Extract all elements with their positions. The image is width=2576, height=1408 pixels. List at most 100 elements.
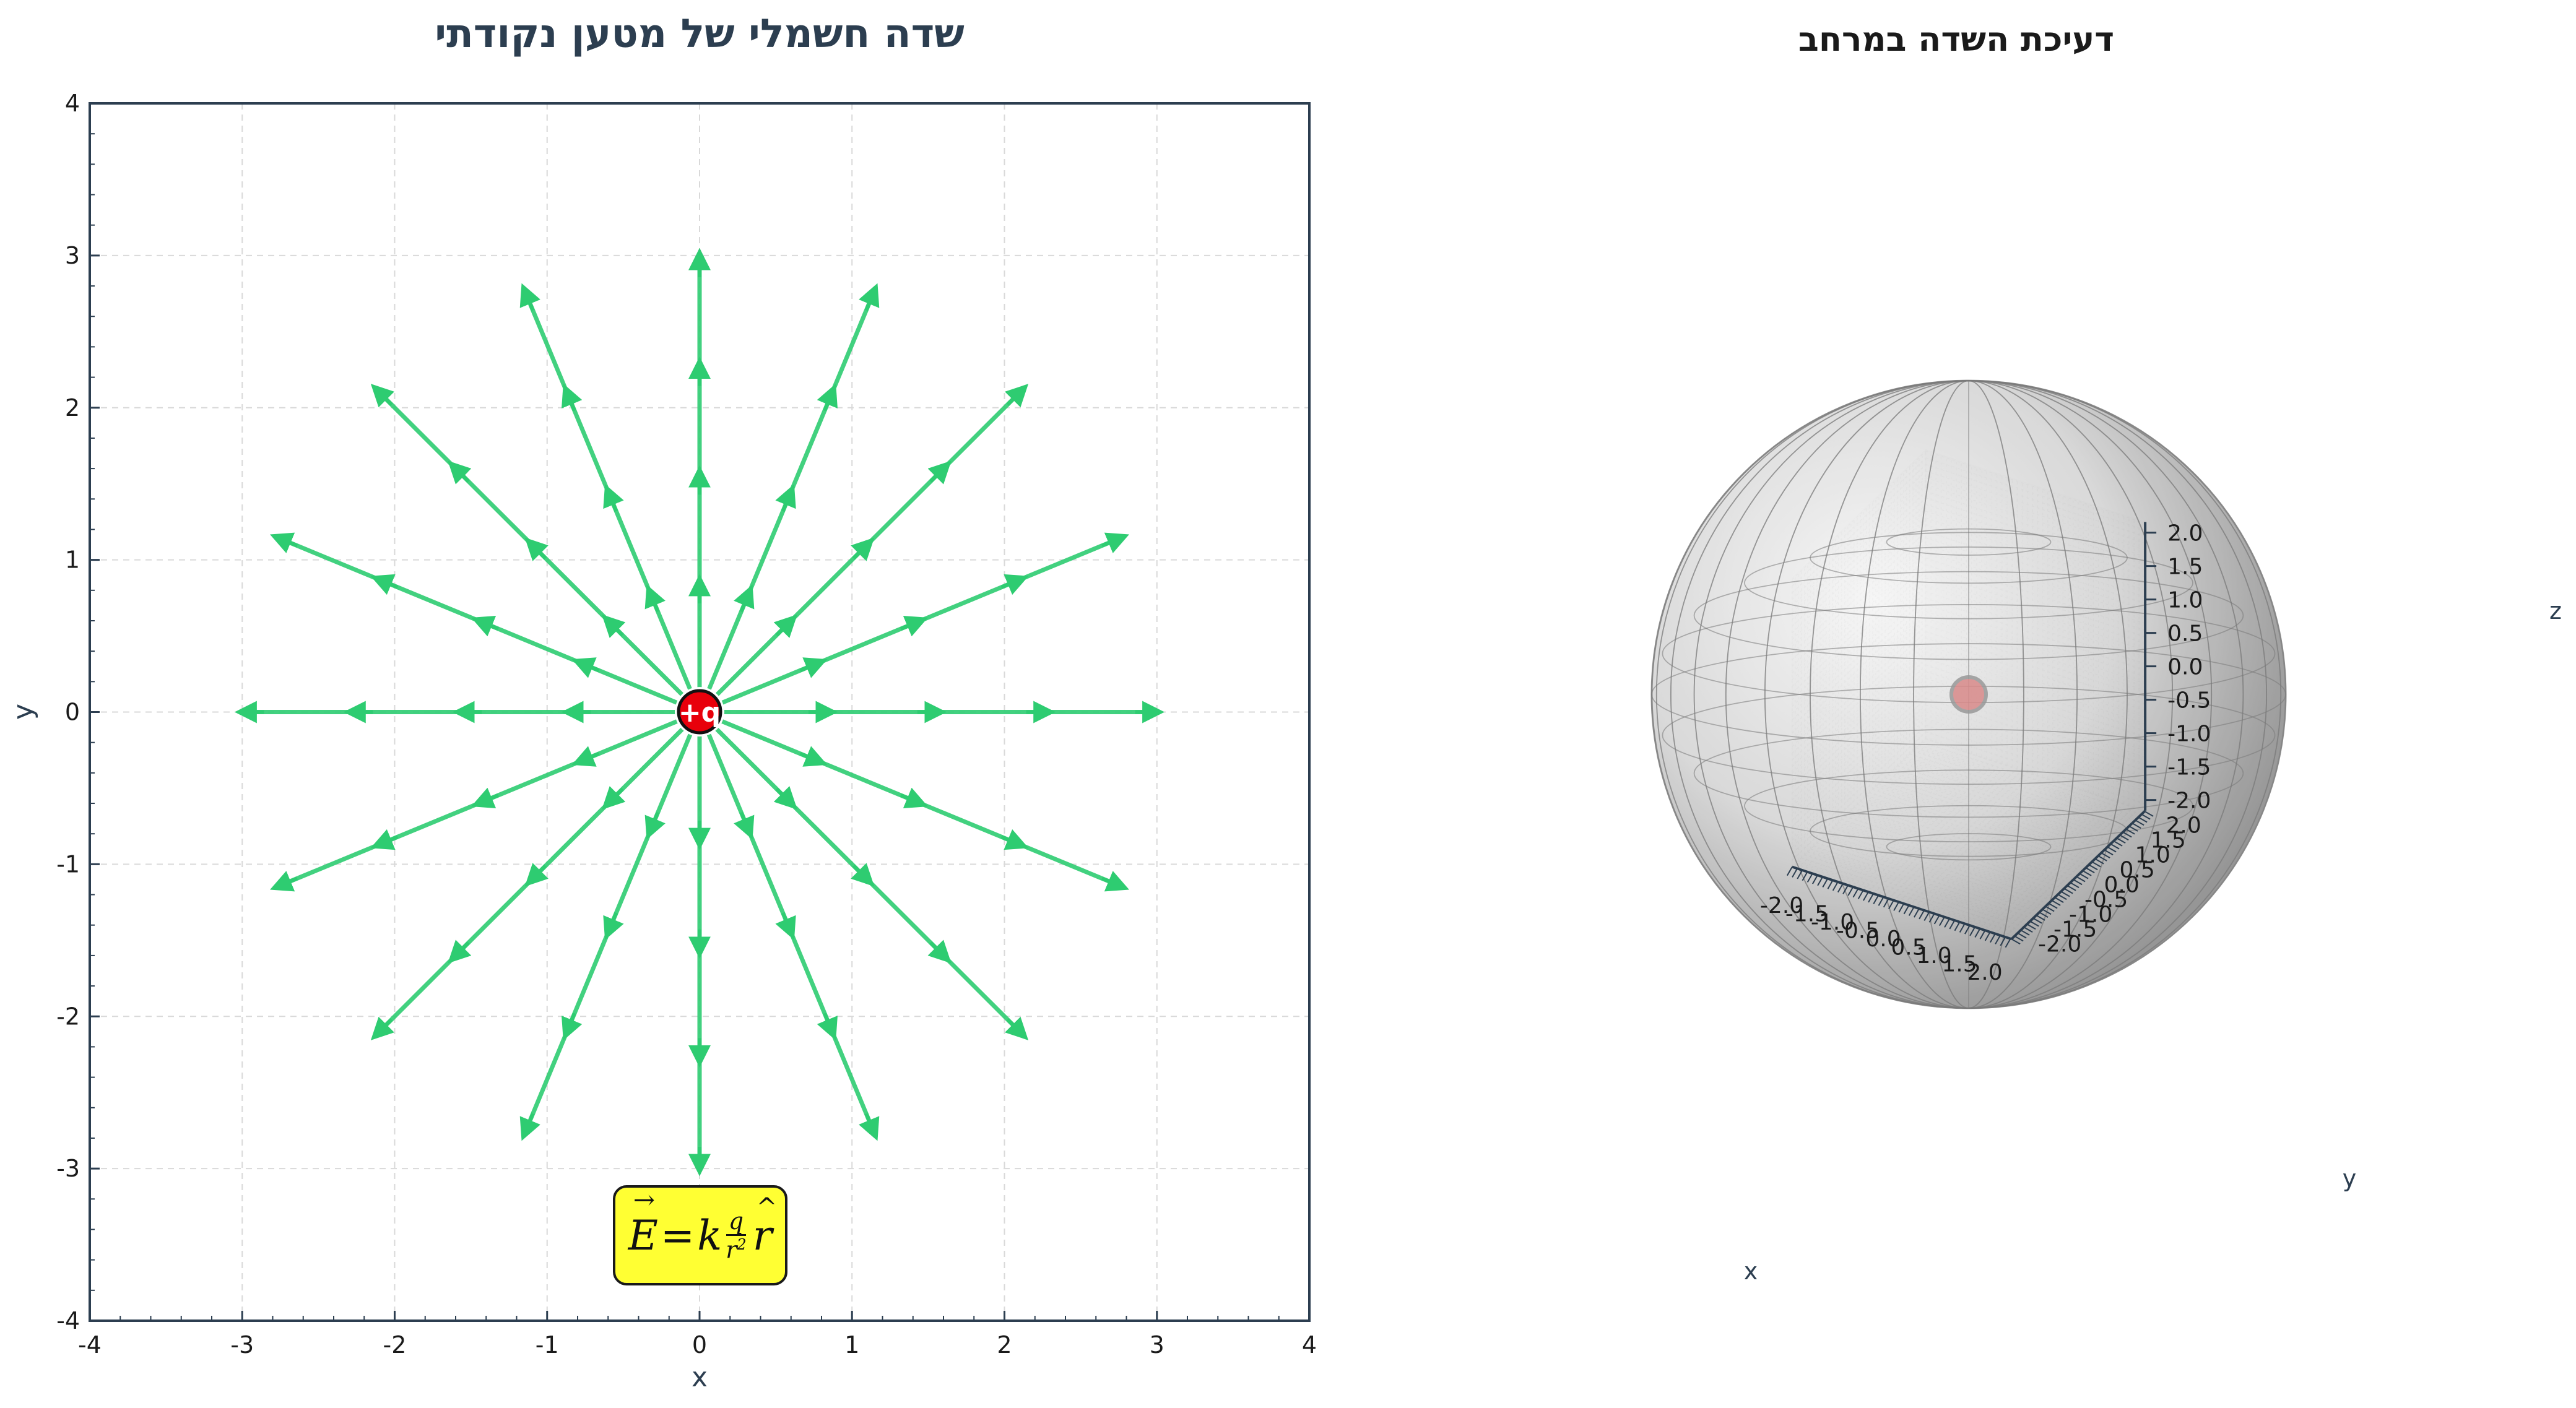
field-arrow — [851, 537, 875, 561]
z-tick-label: 0.0 — [2167, 655, 2203, 680]
field-arrow — [571, 657, 600, 678]
y-minor-tick — [2023, 926, 2033, 933]
field-arrow — [927, 939, 952, 964]
sphere-parallel — [1744, 546, 2193, 620]
field-arrow — [1101, 532, 1129, 553]
field-arrow — [775, 484, 796, 512]
sphere-parallel — [1744, 769, 2193, 843]
y-minor-tick — [2039, 912, 2049, 918]
x-minor-tick — [1852, 888, 1859, 898]
charge-label: +q — [679, 697, 721, 728]
x-minor-tick — [1797, 870, 1803, 879]
left-y-tick-label: -1 — [56, 850, 80, 878]
field-arrow — [601, 786, 626, 810]
z-tick-label: 0.5 — [2167, 621, 2203, 647]
field-arrow — [471, 787, 500, 808]
x-tick-label: -1.0 — [1811, 910, 1854, 935]
y-minor-tick — [2032, 917, 2042, 924]
sphere-parallel — [1886, 833, 2052, 861]
y-minor-tick — [2020, 930, 2030, 936]
x-minor-tick — [2000, 936, 2006, 946]
z-tick-label: 1.0 — [2167, 588, 2203, 613]
left-chart-title: שדה חשמלי של מטען נקודתי — [435, 11, 965, 57]
x-minor-tick — [1974, 928, 1981, 938]
x-minor-tick — [1802, 871, 1808, 881]
y-minor-tick — [2122, 831, 2132, 838]
field-arrow — [601, 614, 626, 638]
x-minor-tick — [1832, 881, 1839, 891]
field-arrow — [644, 584, 666, 613]
field-line — [708, 387, 1025, 703]
left-y-tick-label: 0 — [65, 699, 80, 726]
left-y-axis-label: y — [7, 704, 39, 720]
sphere-parallel — [1693, 571, 2244, 660]
left-y-tick-label: 4 — [65, 90, 80, 117]
x-minor-tick — [1863, 891, 1869, 901]
formula-fraction: q r2 — [726, 1209, 746, 1262]
field-line — [375, 387, 691, 703]
field-lines — [234, 248, 1165, 1177]
field-arrow — [519, 283, 540, 311]
y-minor-tick — [2094, 858, 2104, 865]
y-minor-tick — [2070, 882, 2079, 888]
y-minor-tick — [2138, 816, 2148, 823]
y-minor-tick — [2017, 932, 2027, 939]
left-x-tick-label: 4 — [1302, 1331, 1317, 1358]
y-minor-tick — [2135, 819, 2144, 826]
field-arrow — [851, 863, 875, 887]
field-arrow — [927, 460, 952, 485]
y-minor-tick — [2125, 828, 2135, 835]
field-line — [276, 535, 687, 709]
field-line — [523, 725, 696, 1135]
y-minor-tick — [2060, 891, 2070, 897]
field-arrow — [1101, 871, 1129, 892]
x-minor-tick — [1979, 930, 1986, 939]
left-y-tick-label: -4 — [56, 1307, 80, 1334]
left-x-tick-label: 3 — [1150, 1331, 1164, 1358]
y-minor-tick — [2063, 888, 2073, 894]
y-tick-label: 0.5 — [2119, 858, 2154, 883]
field-arrow — [370, 574, 399, 595]
left-x-axis-label: x — [692, 1362, 708, 1393]
field-arrow — [370, 384, 395, 408]
x-minor-tick — [1898, 903, 1905, 913]
field-arrow — [1004, 1016, 1029, 1040]
x-minor-tick — [1827, 879, 1834, 889]
field-arrow — [859, 1113, 880, 1141]
left-x-tick-label: 0 — [692, 1331, 707, 1358]
left-x-tick-label: -3 — [230, 1331, 254, 1358]
field-arrow — [562, 1013, 583, 1041]
y-minor-tick — [2014, 935, 2024, 942]
y-minor-tick — [2104, 849, 2114, 856]
field-arrow — [1000, 574, 1029, 595]
y-minor-tick — [2101, 852, 2110, 858]
field-decay-3d-chart: -2.0-1.5-1.0-0.50.00.51.01.52.0-2.0-1.5-… — [1650, 379, 2562, 1285]
x-minor-tick — [1939, 917, 1945, 926]
field-arrow — [1000, 829, 1029, 850]
x-minor-tick — [1914, 908, 1920, 918]
x-tick-label: 2.0 — [1967, 960, 2002, 985]
x-minor-tick — [1990, 933, 1996, 943]
x-minor-tick — [1857, 889, 1864, 899]
field-line — [708, 721, 1025, 1037]
sphere-meridian — [1655, 380, 2282, 1009]
x-minor-tick — [1903, 905, 1910, 915]
y-minor-tick — [2029, 920, 2039, 927]
field-arrow — [603, 484, 624, 512]
y-minor-tick — [2128, 826, 2138, 832]
sphere-parallel — [1810, 532, 2128, 584]
field-arrow — [448, 939, 472, 964]
y-minor-tick — [2110, 843, 2120, 850]
field-arrow — [644, 811, 666, 840]
right-x-axis-label: x — [1744, 1258, 1758, 1285]
field-arrow — [270, 532, 298, 553]
field-arrow — [471, 616, 500, 637]
field-arrow — [370, 1016, 395, 1040]
y-minor-tick — [2011, 938, 2021, 945]
x-minor-tick — [1923, 912, 1930, 922]
3d-axes: -2.0-1.5-1.0-0.50.00.51.01.52.0-2.0-1.5-… — [1760, 521, 2211, 985]
x-minor-tick — [1964, 925, 1971, 935]
x-tick-label: -2.0 — [1760, 893, 1803, 918]
field-arrow — [799, 657, 828, 678]
